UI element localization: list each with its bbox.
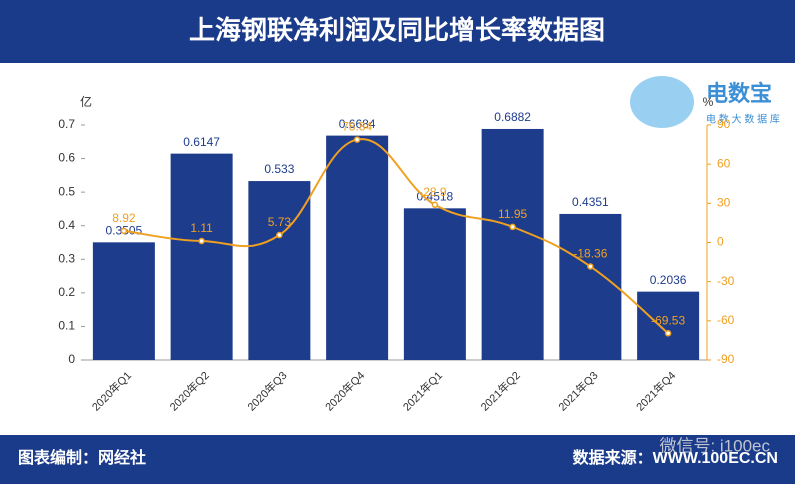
y2-tick-label: -90 (717, 352, 735, 366)
bar-value-label: 0.2036 (650, 273, 687, 287)
line-value-label: 28.9 (423, 185, 447, 199)
line-value-label: -69.53 (651, 313, 685, 327)
logo-cloud (630, 76, 694, 128)
header-band (0, 0, 795, 63)
line-value-label: 8.92 (112, 211, 136, 225)
line-value-label: -18.36 (573, 247, 607, 261)
y-axis-label: 亿 (80, 94, 92, 109)
line-point (431, 201, 439, 209)
bar (481, 128, 544, 360)
bar (92, 242, 155, 360)
bar (559, 213, 622, 360)
chart-title: 上海钢联净利润及同比增长率数据图 (189, 15, 605, 45)
line-point (664, 330, 672, 337)
y2-tick-label: 90 (717, 117, 731, 131)
bar-value-label: 0.533 (264, 162, 294, 176)
y2-tick-label: 60 (717, 156, 731, 170)
line-point (276, 231, 283, 239)
line-value-label: 1.11 (190, 221, 213, 235)
bar-value-label: 0.6882 (494, 110, 531, 124)
logo-name: 电数宝 (706, 81, 772, 106)
line-value-label: 78.84 (342, 120, 372, 134)
watermark: 微信号: i100ec (659, 436, 770, 455)
bar-value-label: 0.4518 (417, 189, 454, 203)
line-point (120, 227, 128, 235)
bar (326, 135, 389, 360)
y2-tick-label: 30 (717, 196, 731, 210)
line-value-label: 11.95 (498, 207, 527, 221)
bar (403, 208, 466, 360)
line-point (587, 263, 594, 270)
y-tick-label: 0.3 (58, 251, 75, 265)
y-tick-label: 0.6 (58, 151, 75, 165)
y2-tick-label: 0 (717, 235, 724, 249)
footer-source: 数据来源：WWW.100EC.CN (573, 448, 778, 467)
line-point (198, 237, 205, 245)
y-tick-label: 0.2 (58, 285, 75, 299)
bar (248, 181, 311, 360)
bar-value-label: 0.4351 (572, 195, 609, 209)
line-point (353, 136, 361, 143)
y2-tick-label: -30 (717, 274, 735, 288)
y-tick-label: 0.4 (58, 218, 75, 232)
y-tick-label: 0.7 (58, 117, 75, 131)
footer-credit: 图表编制：网经社 (18, 448, 146, 467)
footer-band (0, 435, 795, 484)
bar-value-label: 0.6147 (183, 135, 220, 149)
y2-axis-label: % (703, 95, 714, 109)
line-value-label: 5.73 (268, 215, 292, 229)
bar (637, 291, 700, 360)
y-tick-label: 0 (68, 352, 75, 366)
y-tick-label: 0.1 (58, 319, 75, 333)
bar-value-label: 0.6684 (339, 117, 376, 131)
y-tick-label: 0.5 (58, 184, 75, 198)
bar (170, 153, 233, 360)
logo-tagline: 电 数 大 数 据 库 (706, 113, 780, 126)
line-point (509, 223, 516, 231)
line (123, 138, 669, 335)
y2-tick-label: -60 (717, 313, 735, 327)
